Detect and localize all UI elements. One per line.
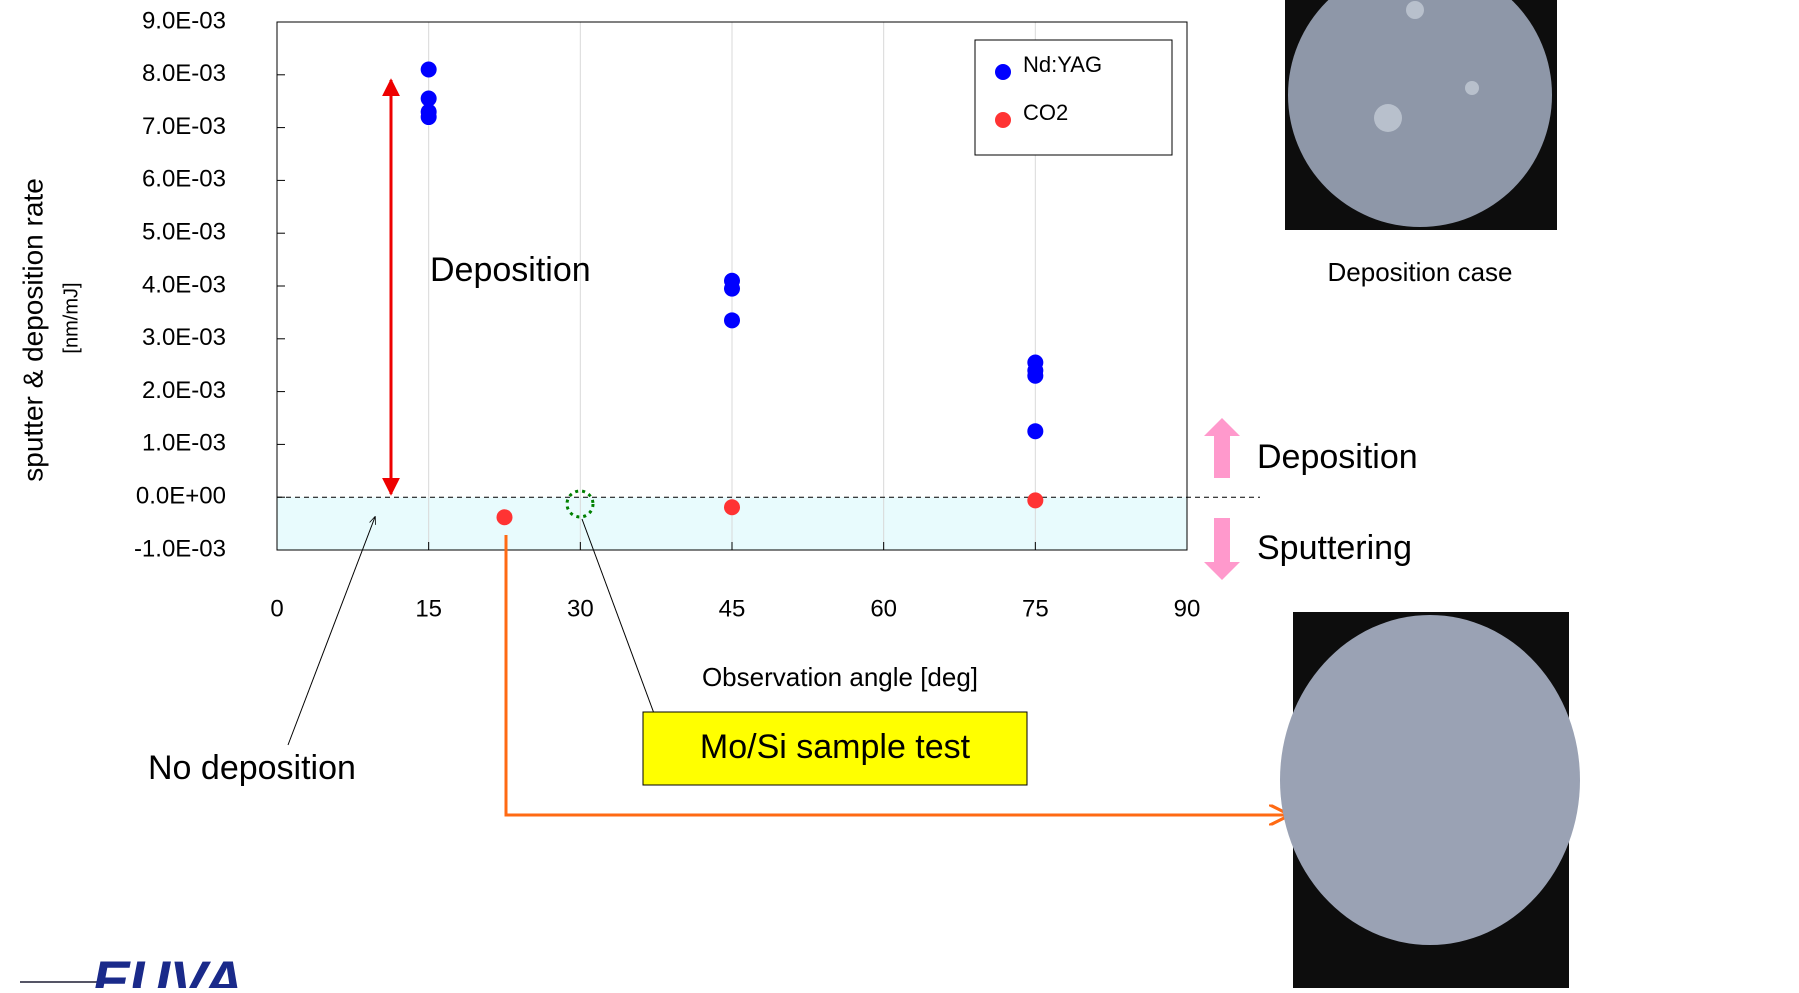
legend-label: Nd:YAG [1023, 52, 1102, 77]
x-tick-label: 90 [1174, 595, 1201, 622]
up-arrow [1204, 418, 1240, 478]
data-point [1027, 367, 1044, 384]
photo-disc [1280, 615, 1580, 945]
no-deposition-label: No deposition [148, 749, 356, 787]
data-point [1027, 492, 1044, 509]
y-tick-label: 1.0E-03 [142, 430, 226, 457]
x-tick-label: 45 [719, 595, 746, 622]
pointer [581, 518, 663, 736]
y-tick-label: 3.0E-03 [142, 324, 226, 351]
data-point [496, 509, 513, 526]
down-arrow [1204, 518, 1240, 580]
x-tick-label: 15 [415, 595, 442, 622]
photo-spot [1465, 81, 1479, 95]
legend-box [974, 39, 1173, 156]
plot: 0 15 30 45 60 75 90 -1.0E-03 0.0E+00 1.0E-03 2.0E-… [134, 7, 1260, 622]
photo-spot [1406, 1, 1424, 19]
sample-box [642, 711, 1028, 786]
legend-label: CO2 [1023, 100, 1068, 125]
y-tick-label: 9.0E-03 [142, 7, 226, 34]
data-point [724, 312, 740, 329]
pointer [287, 517, 375, 746]
y-tick-label: 2.0E-03 [142, 377, 226, 404]
y-tick-label: 6.0E-03 [142, 166, 226, 193]
deposition-label: Deposition [430, 251, 591, 289]
y-tick-label: -1.0E-03 [134, 535, 226, 562]
photo-spot [1374, 104, 1402, 132]
legend-marker [995, 112, 1011, 128]
x-axis-title: Observation angle [deg] [702, 662, 978, 692]
photo-disc [1288, 0, 1552, 227]
data-point [724, 280, 740, 297]
y-tick-label: 5.0E-03 [142, 219, 226, 246]
data-point [420, 61, 437, 78]
deposition-arrow-label: Deposition [1257, 438, 1418, 476]
photo-caption: Deposition case [1328, 257, 1513, 287]
logo: EUVA [92, 949, 243, 988]
sputtering-arrow-label: Sputtering [1257, 529, 1412, 567]
data-point [1027, 423, 1044, 440]
sample-label: Mo/Si sample test [700, 728, 971, 766]
y-tick-label: 4.0E-03 [142, 271, 226, 298]
connector [504, 535, 1288, 815]
y-axis-unit: [nm/mJ] [60, 282, 82, 353]
x-tick-label: 30 [567, 595, 594, 622]
x-tick-label: 0 [270, 595, 283, 622]
x-tick-label: 75 [1022, 595, 1049, 622]
plot-frame [276, 21, 1188, 551]
y-tick-label: 8.0E-03 [142, 60, 226, 87]
x-tick-label: 60 [870, 595, 897, 622]
y-axis-title: sputter & deposition rate [17, 178, 48, 482]
legend-marker [995, 64, 1011, 80]
data-point [420, 90, 437, 107]
sample-marker [565, 489, 595, 519]
data-point [420, 109, 437, 126]
y-tick-label: 0.0E+00 [136, 483, 226, 510]
y-tick-label: 7.0E-03 [142, 113, 226, 140]
data-point [724, 499, 740, 516]
